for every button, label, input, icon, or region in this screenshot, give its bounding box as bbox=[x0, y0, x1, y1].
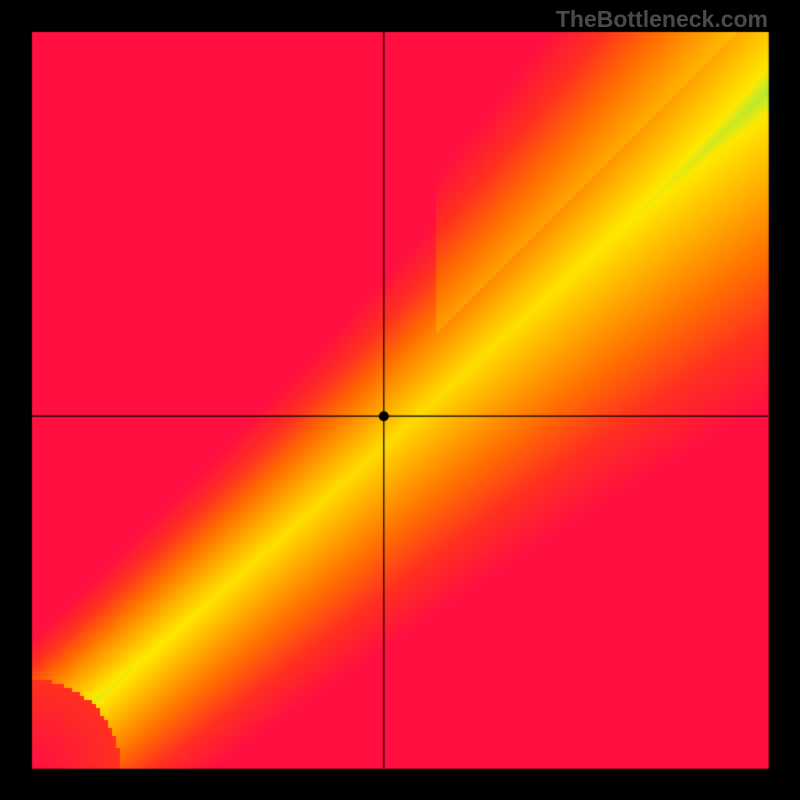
chart-container: TheBottleneck.com bbox=[0, 0, 800, 800]
bottleneck-heatmap bbox=[0, 0, 800, 800]
watermark-text: TheBottleneck.com bbox=[556, 6, 768, 33]
